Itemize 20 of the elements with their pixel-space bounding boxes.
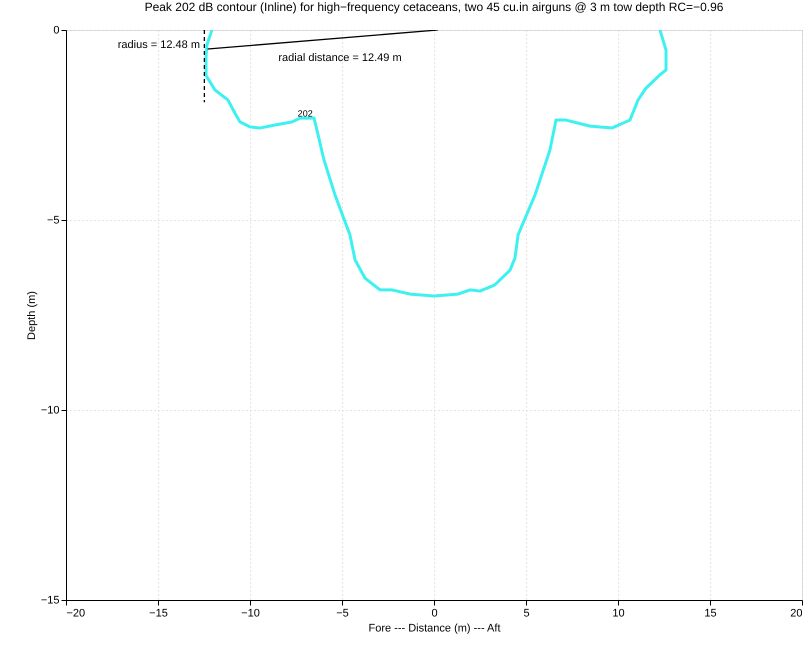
x-tick-label: −5: [336, 608, 349, 620]
y-axis-title: Depth (m): [26, 291, 38, 340]
annotation: radial distance = 12.49 m: [278, 52, 402, 64]
x-tick-label: −15: [149, 608, 168, 620]
y-tick-label: −15: [40, 594, 60, 606]
x-tick-label: 5: [523, 608, 530, 620]
x-tick-label: 20: [790, 608, 802, 620]
y-tick-label: −10: [40, 404, 60, 416]
x-tick-label: −20: [66, 608, 86, 620]
y-tick-label: −5: [46, 214, 60, 226]
x-tick-label: 15: [704, 608, 717, 620]
x-tick-label: 0: [431, 608, 438, 620]
x-tick-label: −10: [241, 608, 260, 620]
annotation: radius = 12.48 m: [118, 39, 200, 51]
y-tick-label: 0: [53, 24, 60, 36]
annotation: 202: [298, 108, 313, 119]
x-tick-label: 10: [612, 608, 625, 620]
line-series: [204, 30, 668, 298]
x-axis-title: Fore --- Distance (m) --- Aft: [368, 622, 501, 634]
chart-title: Peak 202 dB contour (Inline) for high−frequency cetaceans, two 45 cu.in airguns @ 3 m tow depth RC=−0.96: [144, 0, 724, 14]
